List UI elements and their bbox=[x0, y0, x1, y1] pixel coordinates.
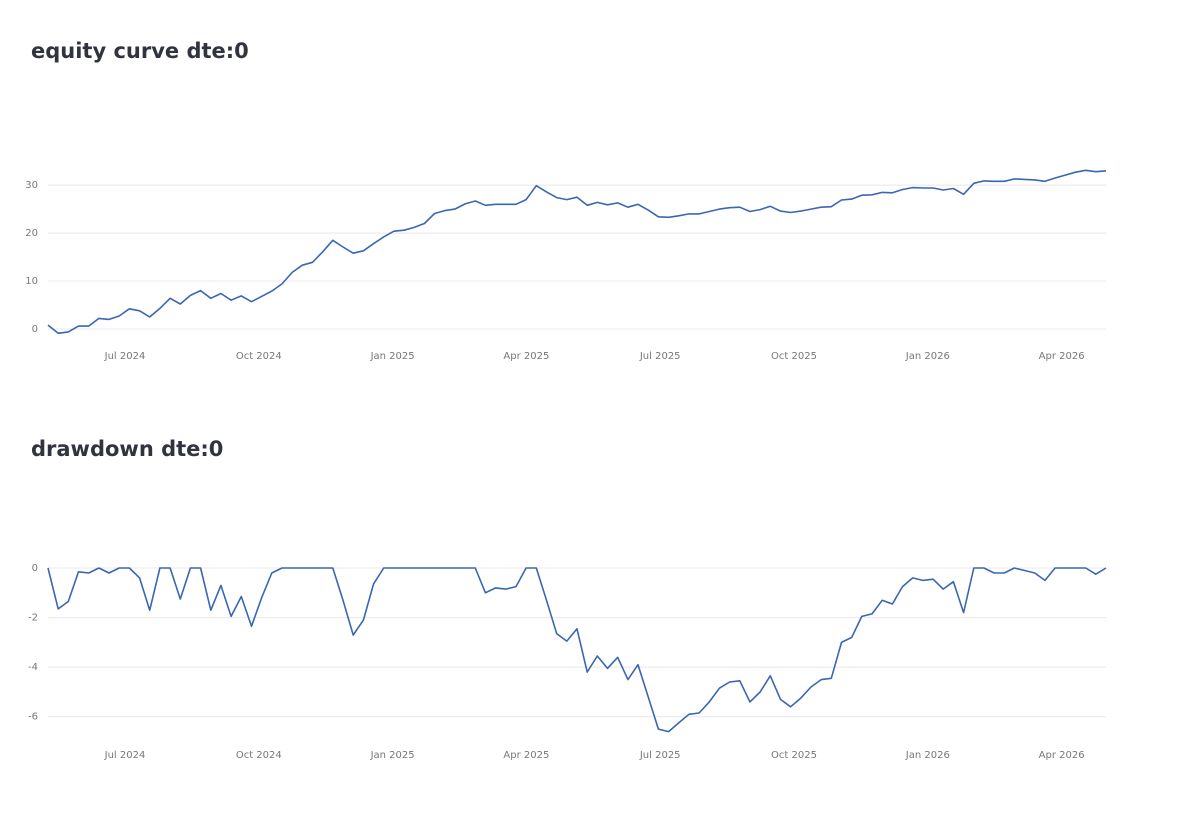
x-tick-label: Jul 2025 bbox=[639, 351, 681, 362]
y-tick-label: 30 bbox=[25, 180, 38, 191]
line-series bbox=[47, 567, 1107, 733]
x-tick-label: Apr 2025 bbox=[503, 351, 549, 362]
chart-title: equity curve dte:0 bbox=[31, 39, 249, 63]
x-tick-label: Jul 2025 bbox=[639, 750, 681, 761]
x-tick-label: Jul 2024 bbox=[104, 351, 146, 362]
x-tick-label: Apr 2026 bbox=[1039, 750, 1085, 761]
chart-title: drawdown dte:0 bbox=[31, 437, 223, 461]
y-tick-label: -4 bbox=[28, 662, 38, 673]
x-tick-label: Jan 2025 bbox=[370, 351, 415, 362]
x-tick-label: Oct 2025 bbox=[771, 750, 817, 761]
x-tick-label: Jul 2024 bbox=[104, 750, 146, 761]
y-tick-label: 0 bbox=[32, 563, 38, 574]
x-tick-label: Jan 2026 bbox=[905, 351, 950, 362]
x-tick-label: Jan 2026 bbox=[905, 750, 950, 761]
x-tick-label: Oct 2025 bbox=[771, 351, 817, 362]
y-tick-label: 0 bbox=[32, 324, 38, 335]
y-tick-label: -6 bbox=[28, 712, 38, 723]
y-tick-label: -2 bbox=[28, 613, 38, 624]
line-series bbox=[47, 169, 1107, 335]
x-tick-label: Oct 2024 bbox=[236, 750, 282, 761]
y-tick-label: 10 bbox=[25, 276, 38, 287]
x-tick-label: Apr 2026 bbox=[1039, 351, 1085, 362]
x-tick-label: Oct 2024 bbox=[236, 351, 282, 362]
y-tick-label: 20 bbox=[25, 228, 38, 239]
x-tick-label: Apr 2025 bbox=[503, 750, 549, 761]
x-tick-label: Jan 2025 bbox=[370, 750, 415, 761]
